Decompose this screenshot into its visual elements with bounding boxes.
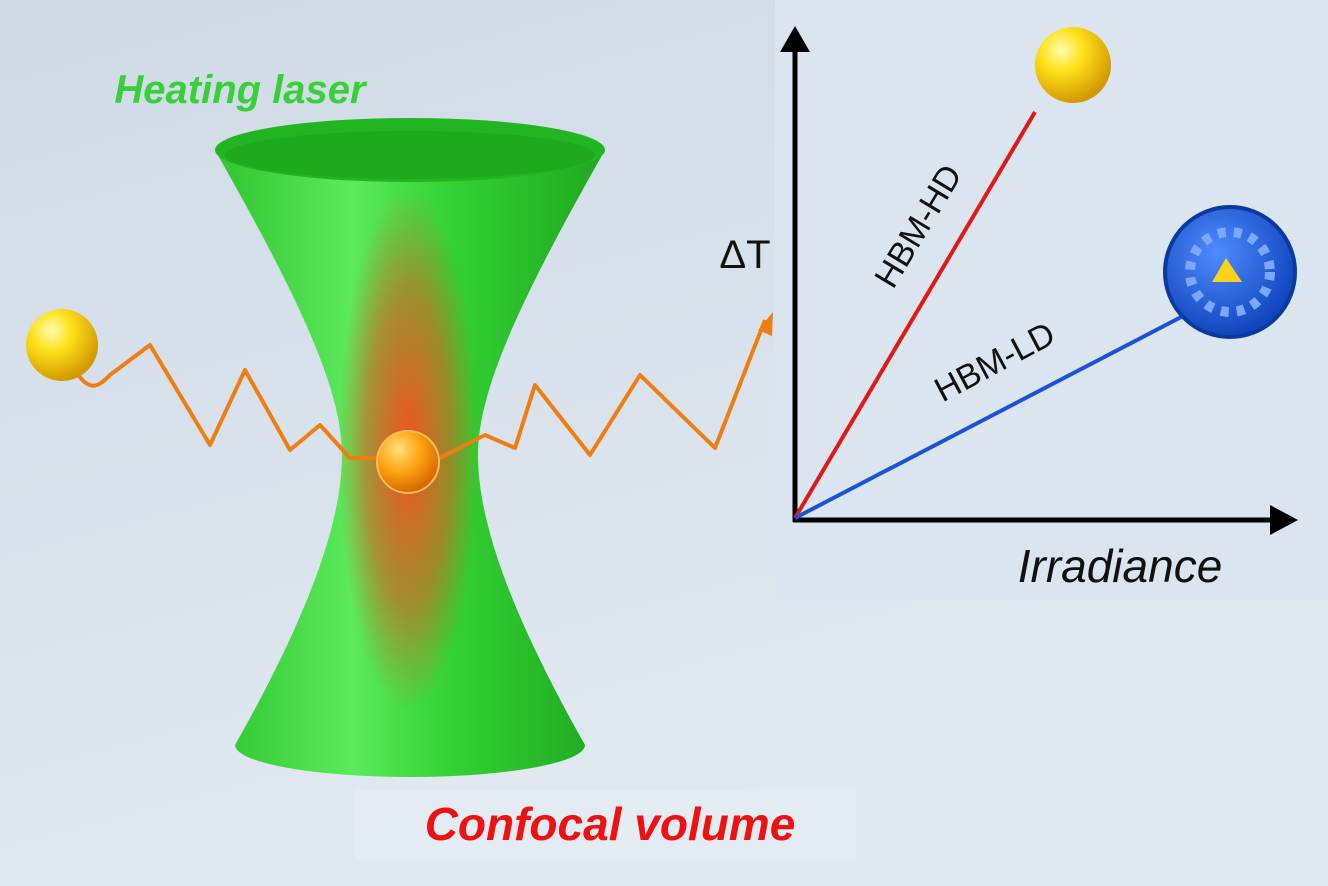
particle-heated — [376, 430, 440, 494]
y-axis-label: ΔT — [719, 233, 770, 277]
particle-ld-core — [1212, 258, 1242, 282]
confocal-label: Confocal volume — [425, 798, 796, 850]
particle-ld-ridges — [1185, 227, 1275, 317]
label-backdrop — [355, 790, 855, 860]
trajectory-arrow — [758, 312, 773, 336]
particle-start — [26, 309, 98, 381]
trajectory — [73, 319, 767, 460]
heating-label: Heating laser — [114, 68, 368, 112]
line-hd — [793, 110, 1037, 520]
line-ld — [794, 313, 1186, 520]
y-axis-arrow — [780, 26, 810, 52]
cone-top-inner — [225, 131, 595, 179]
particle-hd — [1035, 27, 1111, 103]
x-axis-label: Irradiance — [1018, 540, 1223, 592]
x-axis-arrow — [1270, 505, 1298, 535]
